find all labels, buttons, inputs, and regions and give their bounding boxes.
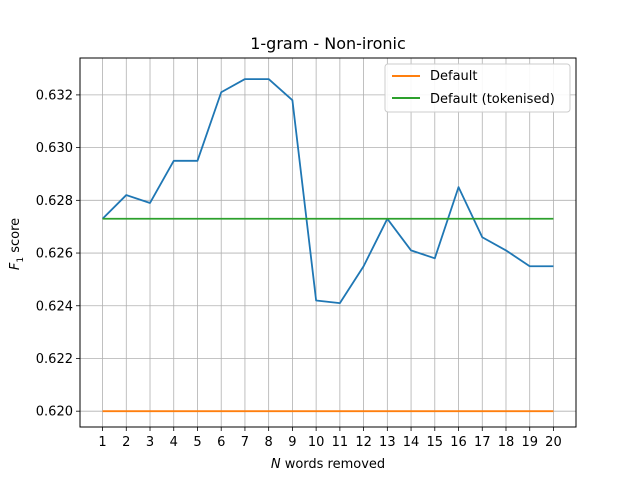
- series-line-1: [101, 78, 554, 305]
- x-axis-label: N words removed: [271, 457, 385, 472]
- y-tick-label: 0.620: [36, 405, 73, 420]
- x-tick-label: 8: [265, 435, 273, 450]
- grid: [80, 58, 576, 427]
- y-axis-ticks: 0.620 0.622 0.624 0.626 0.628 0.630 0.632: [36, 88, 80, 420]
- legend-box: [384, 63, 571, 113]
- x-tick-label: 18: [498, 435, 515, 450]
- x-tick-label: 5: [193, 435, 201, 450]
- y-tick-label: 0.624: [36, 299, 73, 314]
- x-tick-label: 10: [308, 435, 325, 450]
- x-axis-ticks: 1 2 3 4 5 6 7 8 9 10 11 12 13 14 15 16 17 18 19 20: [98, 427, 562, 450]
- x-tick-label: 13: [379, 435, 396, 450]
- x-tick-label: 7: [241, 435, 249, 450]
- legend-label-default-tokenised: Default (tokenised): [430, 92, 555, 107]
- x-tick-label: 1: [98, 435, 106, 450]
- y-tick-label: 0.626: [36, 247, 73, 262]
- y-tick-label: 0.630: [36, 141, 73, 156]
- x-tick-label: 9: [288, 435, 296, 450]
- x-tick-label: 11: [332, 435, 349, 450]
- x-tick-label: 14: [403, 435, 420, 450]
- y-tick-label: 0.628: [36, 194, 73, 209]
- x-tick-label: 17: [474, 435, 491, 450]
- x-tick-label: 3: [146, 435, 154, 450]
- x-tick-label: 2: [122, 435, 130, 450]
- y-axis-label: F1 score: [8, 218, 26, 270]
- x-tick-label: 4: [170, 435, 178, 450]
- legend: Default Default (tokenised): [384, 63, 571, 113]
- legend-label-default: Default: [430, 69, 478, 84]
- series-lines: [101, 78, 554, 413]
- x-tick-label: 12: [355, 435, 372, 450]
- x-tick-label: 15: [427, 435, 444, 450]
- plot-frame: [79, 57, 577, 428]
- chart-title: 1-gram - Non-ironic: [250, 34, 406, 53]
- x-tick-label: 19: [521, 435, 538, 450]
- y-tick-label: 0.632: [36, 88, 73, 103]
- x-tick-label: 20: [545, 435, 562, 450]
- x-tick-label: 6: [217, 435, 225, 450]
- y-tick-label: 0.622: [36, 352, 73, 367]
- x-tick-label: 16: [450, 435, 467, 450]
